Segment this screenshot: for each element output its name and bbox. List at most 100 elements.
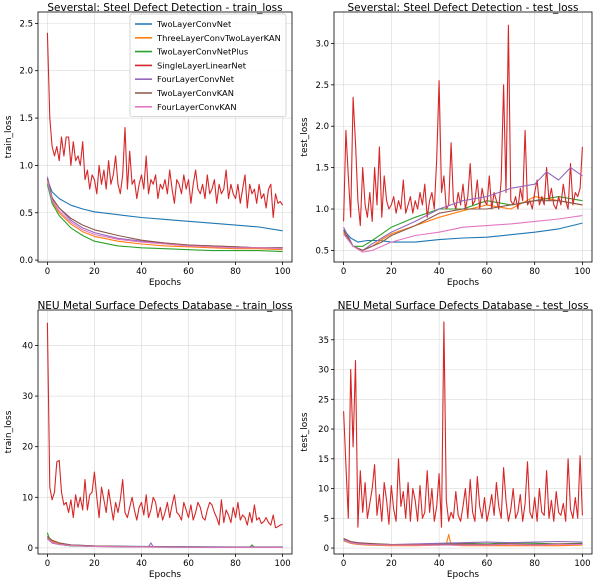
series-group — [343, 24, 583, 253]
series-line-twolayerconvkan — [46, 178, 283, 249]
y-tick-label: 30 — [318, 366, 329, 376]
series-line-singlelayerlinearnet — [343, 321, 583, 528]
y-tick-label: 2.0 — [315, 122, 329, 132]
x-tick-label: 20 — [89, 267, 100, 277]
series-line-threelayerconvtwolayerkan — [343, 533, 583, 547]
legend-label-twolayerconvkan: TwoLayerConvKAN — [156, 88, 234, 98]
series-line-twolayerconvkan — [343, 200, 583, 251]
x-tick-label: 80 — [230, 559, 241, 569]
series-line-fourlayerconvnet — [343, 539, 583, 546]
x-tick-label: 0 — [341, 559, 346, 569]
y-tick-label: 0.0 — [19, 256, 33, 266]
x-tick-label: 20 — [386, 267, 397, 277]
series-line-threelayerconvtwolayerkan — [343, 196, 583, 251]
series-line-fourlayerconvkan — [46, 180, 283, 250]
series-line-twolayerconvnetplus — [46, 184, 283, 253]
series-line-twolayerconvnet — [46, 179, 283, 232]
x-tick-label: 0 — [45, 559, 50, 569]
y-tick-label: 0 — [324, 544, 329, 554]
y-tick-label: 5 — [324, 514, 329, 524]
y-tick-label: 30 — [22, 392, 33, 402]
x-tick-label: 40 — [136, 559, 147, 569]
x-tick-label: 20 — [386, 559, 397, 569]
y-tick-label: 10 — [22, 493, 33, 503]
x-tick-label: 80 — [230, 267, 241, 277]
plot-frame — [333, 309, 593, 555]
legend-label-twolayerconvnet: TwoLayerConvNet — [156, 19, 232, 29]
y-axis-label: train_loss — [4, 410, 14, 453]
x-tick-label: 0 — [341, 267, 346, 277]
y-tick-label: 1.5 — [19, 114, 33, 124]
series-line-singlelayerlinearnet — [46, 322, 283, 529]
x-tick-label: 20 — [89, 559, 100, 569]
series-line-fourlayerconvkan — [343, 215, 583, 253]
y-axis-label: train_loss — [4, 115, 14, 158]
y-tick-label: 10 — [318, 485, 329, 495]
legend-label-fourlayerconvnet: FourLayerConvNet — [157, 74, 235, 84]
y-tick-label: 2.5 — [315, 81, 329, 91]
y-tick-label: 15 — [318, 455, 329, 465]
legend-box — [129, 13, 287, 117]
series-line-fourlayerconvkan — [343, 539, 583, 546]
series-line-singlelayerlinearnet — [46, 32, 284, 219]
chart-panel-severstal-train-loss: 0 20 40 60 80 100 0.0 0.5 1.0 1.5 2.0 2.5 Severstal:… — [4, 2, 293, 288]
chart-title: NEU Metal Surface Defects Database - tra… — [37, 300, 292, 312]
x-tick-label: 80 — [529, 559, 540, 569]
series-line-fourlayerconvnet — [343, 167, 583, 251]
y-tick-label: 0.5 — [19, 209, 33, 219]
x-tick-label: 100 — [574, 267, 590, 277]
x-tick-label: 60 — [481, 559, 492, 569]
y-tick-label: 0.5 — [315, 246, 329, 256]
chart-title: Severstal: Steel Defect Detection - test… — [348, 2, 579, 14]
x-tick-label: 100 — [274, 559, 290, 569]
y-tick-label: 20 — [22, 443, 33, 453]
series-line-fourlayerconvkan — [47, 537, 283, 548]
legend: TwoLayerConvNet ThreeLayerConvTwoLayerKAN… — [129, 13, 287, 117]
legend-label-singlelayerlinearnet: SingleLayerLinearNet — [157, 60, 247, 70]
series-line-singlelayerlinearnet — [343, 24, 583, 227]
x-tick-label: 60 — [481, 267, 492, 277]
chart-title: NEU Metal Surface Defects Database - tes… — [338, 300, 589, 312]
y-tick-label: 3.0 — [315, 39, 329, 49]
y-tick-label: 0 — [28, 544, 33, 554]
legend-label-fourlayerconvkan: FourLayerConvKAN — [157, 102, 237, 112]
x-axis-label: Epochs — [447, 570, 480, 580]
y-tick-label: 35 — [318, 336, 329, 346]
x-tick-label: 40 — [136, 267, 147, 277]
x-axis-label: Epochs — [149, 278, 182, 288]
series-line-twolayerconvkan — [343, 537, 583, 546]
x-tick-label: 40 — [434, 559, 445, 569]
y-tick-label: 2.0 — [19, 67, 33, 77]
y-tick-label: 1.5 — [315, 164, 329, 174]
series-group — [343, 321, 583, 547]
y-axis-label: test_loss — [300, 412, 310, 451]
y-tick-label: 20 — [318, 425, 329, 435]
plot-frame — [333, 11, 593, 263]
legend-label-twolayerconvnetplus: TwoLayerConvNetPlus — [156, 47, 248, 57]
plot-frame — [37, 11, 293, 263]
x-tick-label: 0 — [45, 267, 50, 277]
series-group — [46, 32, 284, 253]
y-tick-label: 40 — [22, 341, 33, 351]
y-tick-label: 1.0 — [315, 205, 329, 215]
x-tick-label: 100 — [574, 559, 590, 569]
y-tick-label: 2.5 — [19, 19, 33, 29]
series-group — [46, 322, 283, 548]
x-tick-label: 40 — [434, 267, 445, 277]
y-axis-label: test_loss — [300, 117, 310, 156]
chart-panel-severstal-test-loss: 0 20 40 60 80 100 0.5 1.0 1.5 2.0 2.5 3.0 Severstal:… — [300, 2, 593, 288]
series-line-threelayerconvtwolayerkan — [46, 182, 283, 251]
series-line-twolayerconvnet — [343, 222, 583, 243]
x-tick-label: 60 — [183, 559, 194, 569]
chart-title: Severstal: Steel Defect Detection - trai… — [47, 2, 282, 14]
x-tick-label: 80 — [529, 267, 540, 277]
y-tick-label: 1.0 — [19, 161, 33, 171]
series-line-fourlayerconvnet — [46, 176, 283, 249]
legend-label-threelayerconvtwolayerkan: ThreeLayerConvTwoLayerKAN — [156, 33, 281, 43]
y-tick-label: 25 — [318, 395, 329, 405]
x-tick-label: 60 — [183, 267, 194, 277]
x-tick-label: 100 — [274, 267, 290, 277]
x-axis-label: Epochs — [149, 570, 182, 580]
x-axis-label: Epochs — [447, 278, 480, 288]
